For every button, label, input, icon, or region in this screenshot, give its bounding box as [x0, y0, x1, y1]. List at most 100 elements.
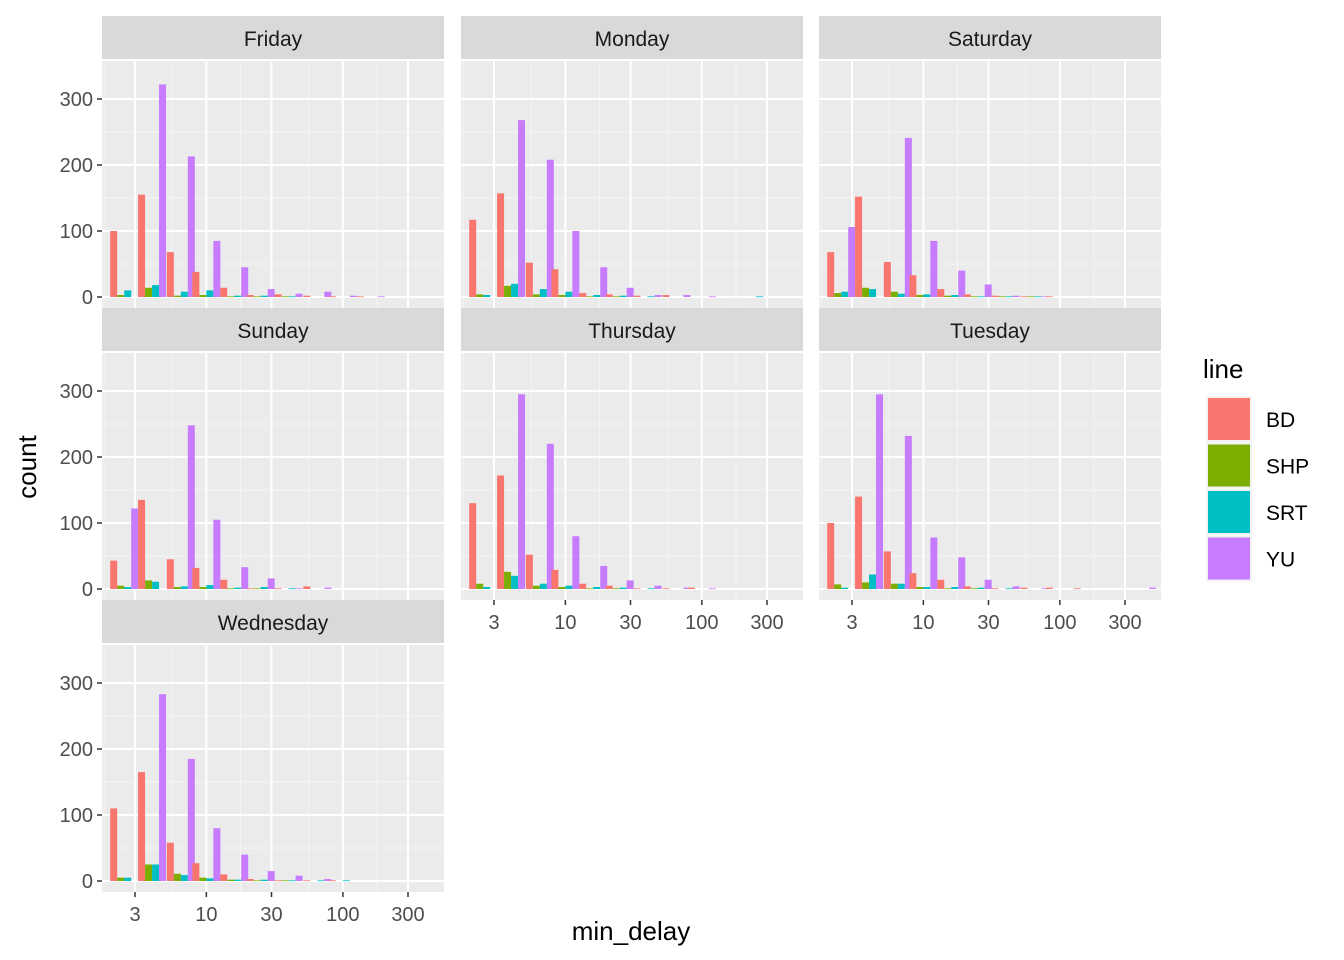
bar-bd: [633, 588, 641, 590]
bar-bd: [605, 585, 613, 589]
bar-yu: [708, 588, 716, 590]
bar-yu: [213, 240, 221, 297]
bar-srt: [897, 583, 905, 589]
panel-monday: Monday: [461, 16, 803, 313]
bar-bd: [356, 296, 364, 298]
strip-tuesday: [819, 308, 1161, 351]
bar-srt: [483, 295, 491, 297]
bar-bd: [963, 294, 971, 297]
y-tick-label: 0: [82, 871, 93, 893]
strip-label-sunday: Sunday: [237, 320, 309, 343]
bar-srt: [206, 878, 214, 881]
plot-area-sunday: [102, 353, 444, 600]
bar-srt: [234, 295, 242, 297]
bar-yu: [241, 854, 249, 881]
bar-srt: [260, 587, 268, 589]
bar-yu: [324, 879, 332, 881]
bar-shp: [173, 295, 181, 297]
bar-bd: [469, 219, 477, 297]
bar-bd: [110, 231, 118, 297]
bar-bd: [579, 583, 587, 589]
bar-yu: [518, 394, 526, 589]
legend-swatch-shp: [1208, 444, 1250, 487]
bar-shp: [970, 588, 978, 590]
bar-yu: [930, 537, 938, 589]
bar-srt: [234, 879, 242, 881]
bar-bd: [991, 588, 999, 590]
bar-yu: [241, 267, 249, 297]
bar-bd: [303, 586, 311, 589]
y-tick-label: 100: [60, 221, 93, 243]
bar-shp: [862, 582, 870, 589]
bar-shp: [504, 285, 512, 297]
bar-shp: [558, 587, 566, 589]
x-tick-label: 30: [260, 904, 282, 926]
y-tick-label: 300: [60, 673, 93, 695]
x-tick-label: 300: [750, 612, 783, 634]
bar-shp: [173, 587, 181, 589]
bar-srt: [152, 581, 160, 589]
bar-srt: [288, 588, 296, 590]
bar-bd: [855, 196, 863, 297]
x-tick-label: 30: [977, 612, 999, 634]
bar-yu: [1149, 587, 1157, 589]
bar-srt: [317, 880, 325, 882]
bar-bd: [937, 289, 945, 297]
x-tick-label: 100: [1043, 612, 1076, 634]
bar-yu: [654, 585, 662, 589]
bar-shp: [890, 583, 898, 589]
bar-shp: [916, 587, 924, 589]
bar-srt: [511, 575, 519, 589]
strip-wednesday: [102, 600, 444, 643]
bar-yu: [267, 871, 275, 881]
bar-bd: [303, 880, 311, 882]
bar-bd: [274, 588, 282, 590]
bar-shp: [281, 880, 289, 882]
bar-shp: [227, 588, 235, 590]
bar-srt: [897, 293, 905, 297]
bar-srt: [756, 296, 764, 298]
bar-bd: [328, 296, 336, 298]
bar-shp: [117, 877, 125, 881]
bar-shp: [117, 295, 125, 297]
bar-bd: [303, 295, 311, 297]
bar-srt: [923, 587, 931, 589]
bar-bd: [687, 587, 695, 589]
bar-yu: [187, 758, 195, 881]
bar-yu: [958, 557, 966, 589]
x-tick-label: 3: [846, 612, 857, 634]
bar-yu: [295, 875, 303, 881]
bar-yu: [930, 240, 938, 297]
bar-bd: [1073, 588, 1081, 590]
bar-bd: [883, 551, 891, 589]
bar-bd: [551, 569, 559, 589]
bar-srt: [539, 583, 547, 589]
bar-srt: [869, 574, 877, 589]
bar-bd: [855, 496, 863, 589]
bar-shp: [253, 588, 261, 590]
bar-bd: [1045, 587, 1053, 589]
bar-yu: [241, 567, 249, 589]
bar-yu: [324, 587, 332, 589]
bar-bd: [220, 579, 228, 589]
bar-srt: [124, 587, 132, 589]
bar-bd: [963, 586, 971, 589]
bar-srt: [152, 285, 160, 297]
bar-bd: [883, 262, 891, 297]
bar-bd: [220, 287, 228, 297]
plot-area-friday: [102, 61, 444, 308]
bar-bd: [1020, 296, 1028, 298]
bar-bd: [246, 295, 254, 297]
bar-srt: [152, 864, 160, 881]
legend-label-bd: BD: [1266, 409, 1295, 432]
plot-area-monday: [461, 61, 803, 308]
x-tick-label: 300: [391, 904, 424, 926]
x-tick-label: 100: [685, 612, 718, 634]
bar-bd: [827, 523, 835, 589]
bar-bd: [138, 499, 146, 589]
legend-label-srt: SRT: [1266, 502, 1308, 525]
bar-srt: [288, 880, 296, 882]
x-tick-label: 300: [1108, 612, 1141, 634]
bar-srt: [260, 295, 268, 297]
bar-shp: [145, 864, 153, 881]
